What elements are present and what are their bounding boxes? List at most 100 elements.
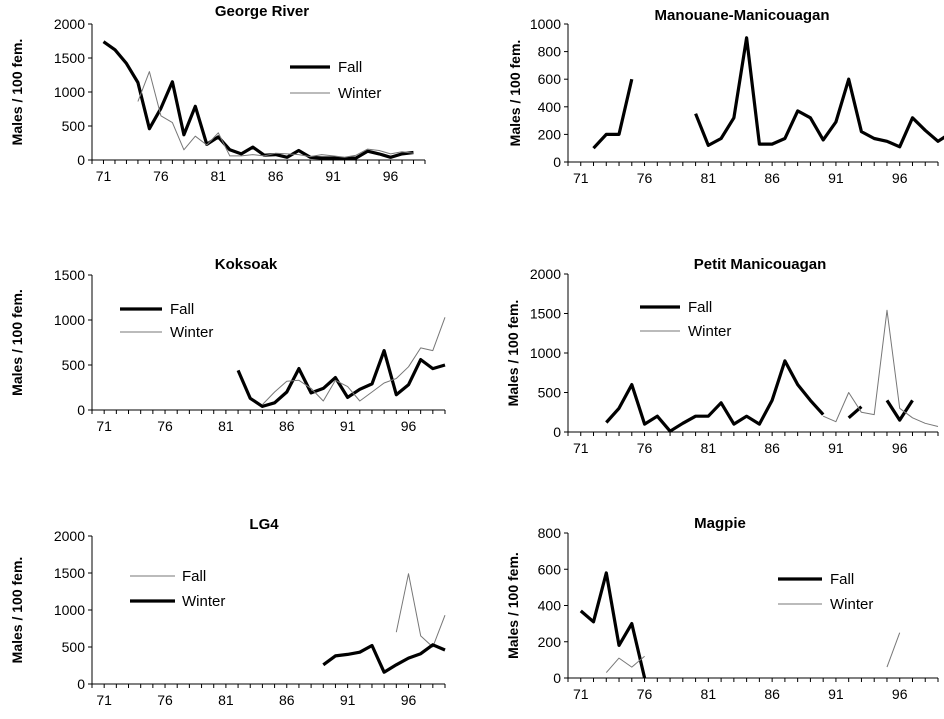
series-line-winter: [605, 655, 645, 673]
y-tick-label: 500: [62, 357, 86, 373]
y-tick-label: 0: [77, 152, 85, 168]
x-tick-label: 96: [401, 692, 417, 708]
y-tick-label: 1500: [54, 50, 85, 66]
y-tick-label: 1500: [54, 565, 85, 581]
x-tick-label: 91: [828, 686, 844, 702]
y-axis-label: Males / 100 fem.: [9, 289, 25, 396]
y-tick-label: 1000: [54, 312, 85, 328]
x-tick-label: 71: [573, 170, 589, 186]
legend-label-winter: Winter: [338, 85, 381, 102]
series-line-main: [592, 78, 634, 150]
x-tick-label: 86: [764, 170, 780, 186]
x-tick-label: 86: [268, 168, 284, 184]
series-line-winter: [823, 309, 939, 427]
y-tick-label: 500: [538, 385, 562, 401]
x-tick-label: 76: [637, 170, 653, 186]
y-tick-label: 800: [538, 525, 562, 541]
y-tick-label: 400: [538, 598, 562, 614]
x-tick-label: 91: [828, 170, 844, 186]
x-tick-label: 96: [892, 170, 908, 186]
series-line-fall: [579, 571, 647, 679]
y-tick-label: 2000: [54, 528, 85, 544]
legend-label-winter: Winter: [688, 323, 731, 340]
chart-panel-4: Petit Manicouagan Males / 100 fem. 0 500 100…: [505, 256, 939, 456]
y-tick-label: 1500: [54, 267, 85, 283]
y-tick-label: 200: [538, 126, 562, 142]
series-line-main: [694, 36, 944, 149]
x-tick-label: 71: [96, 418, 112, 434]
x-tick-label: 96: [401, 418, 417, 434]
x-tick-label: 76: [157, 692, 173, 708]
x-tick-label: 91: [828, 440, 844, 456]
x-tick-label: 81: [701, 170, 717, 186]
series-line-fall: [395, 573, 446, 648]
series-line-fall: [102, 40, 414, 161]
series-line-fall: [885, 399, 914, 422]
legend-label-fall: Fall: [338, 59, 362, 76]
legend-label-fall: Fall: [688, 299, 712, 316]
series-line-winter: [886, 632, 901, 668]
x-tick-label: 71: [96, 168, 112, 184]
chart-title: Koksoak: [215, 256, 278, 273]
x-tick-label: 71: [96, 692, 112, 708]
y-tick-label: 0: [553, 424, 561, 440]
y-axis-label: Males / 100 fem.: [507, 40, 523, 147]
legend-label-winter: Winter: [182, 593, 225, 610]
series-line-winter: [262, 317, 446, 405]
chart-title: Petit Manicouagan: [694, 256, 827, 273]
y-tick-label: 400: [538, 99, 562, 115]
chart-panel-2: Manouane-Manicouagan Males / 100 fem. 0 200…: [507, 7, 944, 186]
y-axis-label: Males / 100 fem.: [505, 552, 521, 659]
y-tick-label: 800: [538, 44, 562, 60]
y-tick-label: 600: [538, 561, 562, 577]
y-tick-label: 2000: [530, 266, 561, 282]
x-tick-label: 76: [157, 418, 173, 434]
chart-title: George River: [215, 3, 309, 20]
y-tick-label: 0: [553, 154, 561, 170]
x-tick-label: 91: [325, 168, 341, 184]
chart-panel-6: Magpie Males / 100 fem. 0 200 400 600 800 71 76 8…: [505, 515, 939, 702]
x-tick-label: 91: [340, 692, 356, 708]
y-tick-label: 200: [538, 634, 562, 650]
y-tick-label: 2000: [54, 16, 85, 32]
series-line-winter: [322, 643, 446, 674]
y-axis-label: Males / 100 fem.: [9, 557, 25, 664]
x-tick-label: 76: [153, 168, 169, 184]
x-tick-label: 96: [383, 168, 399, 184]
x-tick-label: 86: [764, 686, 780, 702]
chart-panel-3: Koksoak Males / 100 fem. 0 500 1000 1500 71 76 8…: [9, 256, 446, 434]
x-tick-label: 81: [701, 686, 717, 702]
y-tick-label: 500: [62, 118, 86, 134]
y-tick-label: 1000: [54, 84, 85, 100]
y-tick-label: 600: [538, 71, 562, 87]
x-tick-label: 91: [340, 418, 356, 434]
series-line-fall: [605, 359, 825, 433]
legend-label-winter: Winter: [830, 596, 873, 613]
x-tick-label: 86: [279, 692, 295, 708]
chart-panel-5: LG4 Males / 100 fem. 0 500 1000 1500 2000 71 76 8…: [9, 516, 446, 708]
x-tick-label: 96: [892, 440, 908, 456]
y-tick-label: 1000: [54, 602, 85, 618]
x-tick-label: 81: [701, 440, 717, 456]
legend-label-fall: Fall: [830, 571, 854, 588]
x-tick-label: 81: [218, 418, 234, 434]
y-tick-label: 1000: [530, 345, 561, 361]
legend-label-fall: Fall: [170, 301, 194, 318]
x-tick-label: 71: [573, 686, 589, 702]
y-tick-label: 0: [77, 676, 85, 692]
y-axis-label: Males / 100 fem.: [505, 300, 521, 407]
y-tick-label: 0: [77, 402, 85, 418]
y-tick-label: 1000: [530, 16, 561, 32]
series-line-winter: [137, 71, 414, 158]
x-tick-label: 76: [637, 440, 653, 456]
x-tick-label: 71: [573, 440, 589, 456]
legend-label-winter: Winter: [170, 324, 213, 341]
chart-panel-1: George River Males / 100 fem. 0 500 1000 1500…: [9, 3, 426, 184]
chart-title: Magpie: [694, 515, 746, 532]
x-tick-label: 96: [892, 686, 908, 702]
y-tick-label: 500: [62, 639, 86, 655]
chart-title: Manouane-Manicouagan: [654, 7, 829, 24]
x-tick-label: 81: [211, 168, 227, 184]
series-line-fall: [236, 349, 446, 408]
